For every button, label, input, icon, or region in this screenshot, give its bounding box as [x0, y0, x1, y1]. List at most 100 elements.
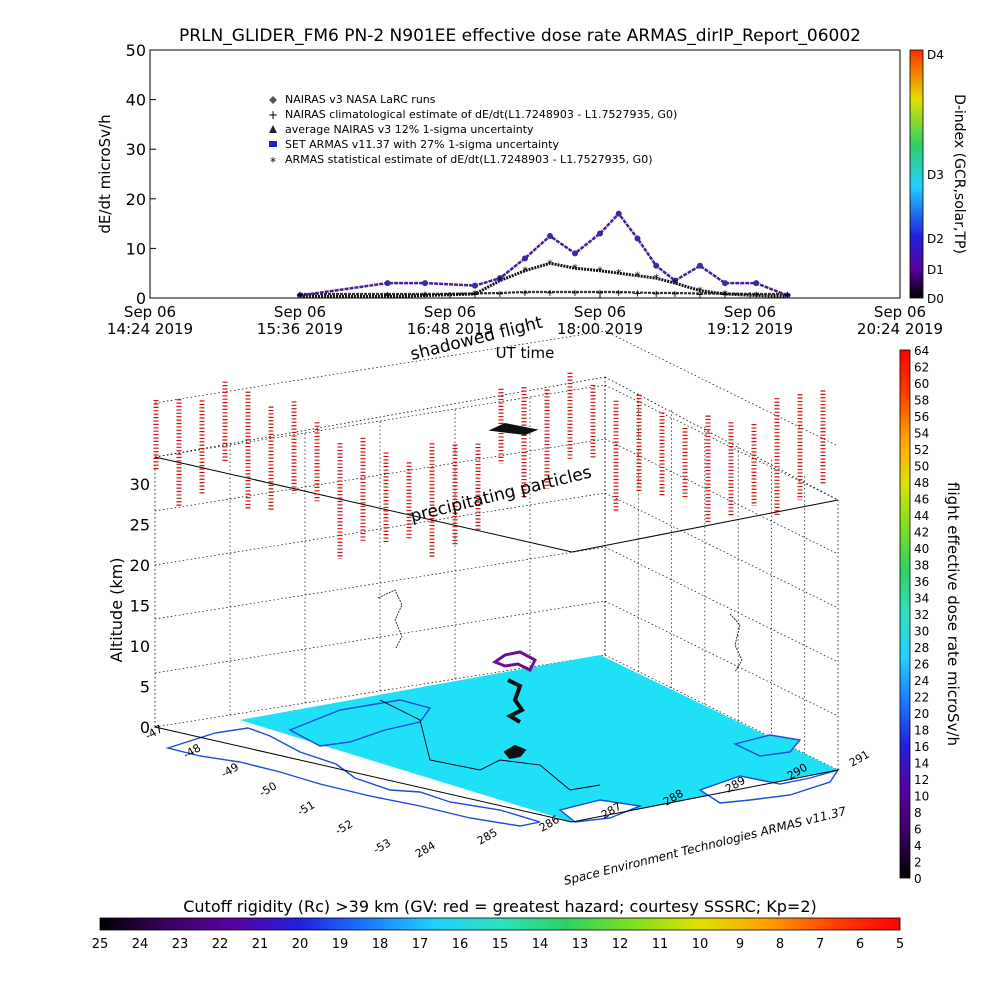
x-tick-label: Sep 06	[424, 303, 476, 321]
cutoff-rigidity-tick-label: 15	[492, 937, 509, 952]
armas-point	[522, 255, 528, 262]
grid-line	[604, 330, 839, 447]
nairas-point: +	[571, 288, 579, 299]
altitude-ticks: 0 5 10 15 20 25 30	[130, 475, 150, 737]
cutoff-rigidity-tick-label: 12	[612, 937, 629, 952]
armas-point	[572, 250, 578, 257]
nairas-point: +	[615, 288, 623, 299]
dose-rate-tick-label: 10	[914, 790, 929, 804]
cutoff-rigidity-bar: Cutoff rigidity (Rc) >39 km (GV: red = g…	[92, 897, 904, 952]
armas-point	[384, 280, 391, 287]
grid-line	[604, 546, 839, 663]
cutoff-rigidity-ticks: 25 24 23 22 21 20 19 18 17 16 15 14 13 12 11 10 9 8 7 6 5	[92, 937, 904, 952]
dose-rate-tick-label: 44	[914, 509, 929, 523]
d-index-ticks: D0 D1 D2 D3 D4	[927, 48, 944, 306]
d-index-tick-label: D2	[927, 232, 944, 246]
y-tick-label: 30	[126, 140, 146, 159]
x-tick-label: Sep 06	[574, 303, 626, 321]
cutoff-rigidity-tick-label: 19	[332, 937, 349, 952]
y-tick-label: 10	[126, 239, 146, 258]
nairas-point: +	[383, 290, 391, 301]
nairas-point: +	[296, 290, 304, 301]
dose-rate-tick-label: 4	[914, 839, 922, 853]
top-legend: NAIRAS v3 NASA LaRC runs + NAIRAS climatol…	[268, 93, 677, 169]
legend-marker	[269, 96, 277, 104]
d-index-tick-label: D1	[927, 263, 944, 277]
latitude-tick-label: -49	[219, 760, 241, 780]
top-series: *+ *+ *+ *+*+*+*+*+*+*+*+*+*+ *+ *+ *+ *+	[296, 210, 792, 304]
dose-rate-tick-label: 26	[914, 658, 929, 672]
statistical-point: *	[635, 270, 641, 283]
cutoff-rigidity-tick-label: 17	[412, 937, 429, 952]
dose-rate-tick-label: 24	[914, 674, 929, 688]
altitude-tick-label: 5	[140, 678, 150, 697]
cutoff-rigidity-tick-label: 10	[692, 937, 709, 952]
dose-rate-tick-label: 20	[914, 707, 929, 721]
series-line	[300, 290, 788, 296]
cutoff-rigidity-tick-label: 14	[532, 937, 549, 952]
x-tick-label: Sep 06	[274, 303, 326, 321]
dose-rate-tick-label: 52	[914, 443, 929, 457]
longitude-tick-label: 285	[475, 826, 500, 848]
legend-marker: +	[268, 108, 278, 122]
cutoff-rigidity-tick-label: 18	[372, 937, 389, 952]
flight-track-high	[488, 422, 539, 436]
nairas-point: +	[496, 289, 504, 300]
statistical-point: *	[422, 290, 428, 303]
cutoff-rigidity-tick-label: 21	[252, 937, 269, 952]
armas-point	[634, 235, 641, 242]
dose-rate-colorbar-label: flight effective dose rate microSv/h	[944, 482, 962, 746]
statistical-point: *	[754, 290, 760, 303]
sea-surface	[240, 655, 838, 822]
flight-track-ground	[503, 744, 527, 760]
longitude-tick-label: 284	[413, 839, 438, 861]
dose-rate-tick-label: 62	[914, 361, 929, 375]
top-y-axis-label: dE/dt microSv/h	[96, 114, 114, 233]
armas-point	[547, 233, 553, 239]
dose-rate-tick-label: 8	[914, 806, 922, 820]
x-tick-label: 18:00 2019	[557, 320, 643, 338]
x-tick-label: 20:24 2019	[857, 320, 943, 338]
cutoff-rigidity-label: Cutoff rigidity (Rc) >39 km (GV: red = g…	[183, 897, 817, 916]
nairas-point: +	[546, 288, 554, 299]
series-line	[300, 261, 788, 298]
armas-point	[697, 262, 703, 269]
grid-line	[604, 384, 839, 501]
precipitating-particle-markers	[153, 372, 826, 560]
cutoff-rigidity-tick-label: 7	[816, 937, 824, 952]
armas-point	[422, 280, 428, 287]
grid-3d	[154, 330, 839, 771]
annotation-precipitating-particles: precipitating particles	[408, 462, 593, 526]
dose-rate-tick-label: 30	[914, 625, 929, 639]
flight-track-low	[505, 678, 525, 724]
altitude-tick-label: 30	[130, 475, 150, 494]
top-y-ticks: 0 10 20 30 40 50	[126, 41, 156, 308]
legend-entry: ARMAS statistical estimate of dE/dt(L1.7…	[285, 153, 652, 166]
dose-rate-tick-label: 14	[914, 757, 929, 771]
front-frame	[154, 456, 839, 553]
latitude-tick-label: -51	[295, 798, 317, 818]
flight-track	[377, 422, 743, 760]
statistical-point: *	[522, 265, 528, 278]
cutoff-rigidity-tick-label: 23	[172, 937, 189, 952]
dose-rate-tick-label: 22	[914, 691, 929, 705]
statistical-point: *	[722, 288, 728, 301]
altitude-tick-label: 15	[130, 597, 150, 616]
dose-rate-tick-label: 6	[914, 823, 922, 837]
legend-entry: NAIRAS climatological estimate of dE/dt(…	[285, 108, 677, 121]
d-index-tick-label: D0	[927, 292, 944, 306]
dose-rate-tick-label: 36	[914, 575, 929, 589]
armas-point	[297, 292, 303, 299]
nairas-point: +	[721, 290, 729, 301]
statistical-point: *	[385, 291, 391, 304]
cutoff-rigidity-tick-label: 24	[132, 937, 149, 952]
series-line	[299, 211, 788, 297]
floor-frame	[154, 726, 839, 823]
armas-point	[615, 210, 622, 217]
back-wall-grid	[154, 376, 839, 770]
y-tick-label: 20	[126, 190, 146, 209]
dose-rate-tick-label: 54	[914, 427, 929, 441]
nairas-point: +	[471, 290, 479, 301]
dose-rate-tick-label: 12	[914, 773, 929, 787]
